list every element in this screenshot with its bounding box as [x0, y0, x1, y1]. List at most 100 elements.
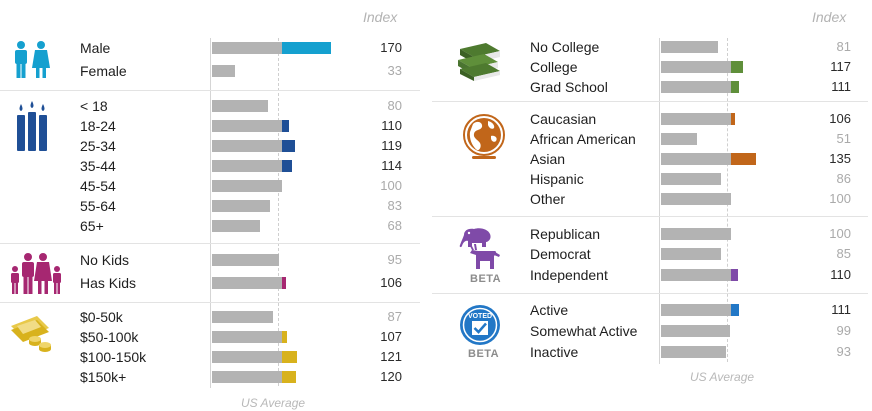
index-value: 106	[829, 111, 851, 126]
bar-track	[661, 228, 801, 240]
bar-track	[661, 248, 801, 260]
category-label: 65+	[80, 218, 104, 234]
bar-above-average	[282, 120, 289, 132]
us-average-label-right: US Average	[690, 370, 755, 384]
bar-track	[661, 153, 801, 165]
bar	[212, 254, 279, 266]
bar-row: No College 81	[432, 37, 872, 57]
bar-row: Republican 100	[432, 224, 872, 244]
bar-above-average	[731, 113, 736, 125]
bar-track	[212, 311, 352, 323]
index-value: 120	[380, 369, 402, 384]
category-label: Hispanic	[530, 171, 584, 187]
category-label: No College	[530, 39, 600, 55]
gender-icon	[15, 41, 50, 78]
bar-above-average	[731, 61, 743, 73]
index-value: 121	[380, 349, 402, 364]
category-label: 25-34	[80, 138, 116, 154]
bar-row: College 117	[432, 57, 872, 77]
bar	[212, 220, 260, 232]
bar	[212, 120, 282, 132]
divider	[0, 243, 420, 244]
category-label: Male	[80, 40, 111, 56]
bar-track	[661, 61, 801, 73]
bar-row: Hispanic 86	[432, 169, 872, 189]
category-label: $0-50k	[80, 309, 123, 325]
category-label: Caucasian	[530, 111, 597, 127]
bar	[212, 180, 282, 192]
category-label: Active	[530, 302, 569, 318]
bar-track	[661, 325, 801, 337]
bar-above-average	[282, 351, 297, 363]
divider	[432, 293, 868, 294]
right-panel: Index	[432, 0, 872, 411]
elephant-donkey-icon	[459, 228, 500, 269]
bar	[212, 160, 282, 172]
index-value: 68	[387, 218, 402, 233]
bar	[661, 133, 697, 145]
bar-track	[661, 81, 801, 93]
category-label: Grad School	[530, 79, 608, 95]
bar-track	[212, 42, 352, 54]
svg-text:VOTED: VOTED	[468, 313, 492, 320]
bar-row: $100-150k 121	[0, 347, 420, 367]
left-panel: Index	[0, 0, 420, 411]
bar-row: Democrat 85	[432, 244, 872, 264]
index-value: 87	[387, 309, 402, 324]
bar-row: Somewhat Active 99	[432, 321, 872, 341]
category-label: Inactive	[530, 344, 579, 360]
index-value: 100	[380, 178, 402, 193]
bar-row: Female 33	[0, 61, 420, 81]
category-label: College	[530, 59, 578, 75]
category-label: $150k+	[80, 369, 127, 385]
bar-track	[212, 100, 352, 112]
index-value: 81	[836, 39, 851, 54]
category-label: 18-24	[80, 118, 116, 134]
bar-row: 25-34 119	[0, 136, 420, 156]
bar-above-average	[731, 269, 738, 281]
index-value: 119	[381, 138, 402, 153]
index-value: 107	[380, 329, 402, 344]
bar-row: 65+ 68	[0, 216, 420, 236]
bar-track	[212, 254, 352, 266]
bar-row: $0-50k 87	[0, 307, 420, 327]
bar-track	[212, 160, 352, 172]
index-value: 100	[829, 191, 851, 206]
category-label: 55-64	[80, 198, 116, 214]
bar	[661, 269, 731, 281]
index-value: 106	[380, 275, 402, 290]
index-value: 93	[836, 344, 851, 359]
family-icon	[11, 253, 61, 294]
index-header-right: Index	[812, 9, 847, 25]
bar-row: African American 51	[432, 129, 872, 149]
bar-track	[212, 180, 352, 192]
index-value: 100	[829, 226, 851, 241]
bar-row: Active 111	[432, 300, 872, 320]
divider	[0, 302, 420, 303]
bar-track	[661, 193, 801, 205]
beta-badge-politics: BETA	[470, 273, 502, 285]
index-value: 114	[381, 158, 402, 173]
category-label: African American	[530, 131, 636, 147]
bar-track	[212, 277, 352, 289]
bar-track	[661, 304, 801, 316]
category-label: Democrat	[530, 246, 591, 262]
category-label: $50-100k	[80, 329, 139, 345]
bar	[212, 200, 271, 212]
bar-track	[661, 113, 801, 125]
index-value: 117	[830, 59, 851, 74]
category-label: Female	[80, 63, 127, 79]
us-average-label-left: US Average	[241, 396, 306, 410]
category-label: Somewhat Active	[530, 323, 638, 339]
index-value: 95	[387, 252, 402, 267]
bar	[212, 277, 282, 289]
bar	[212, 42, 282, 54]
bar-track	[661, 41, 801, 53]
bar-row: $150k+ 120	[0, 367, 420, 387]
bar	[661, 304, 731, 316]
index-value: 110	[830, 267, 851, 282]
bar-above-average	[282, 371, 296, 383]
candles-icon	[17, 101, 47, 151]
divider	[432, 216, 868, 217]
category-label: Asian	[530, 151, 566, 167]
